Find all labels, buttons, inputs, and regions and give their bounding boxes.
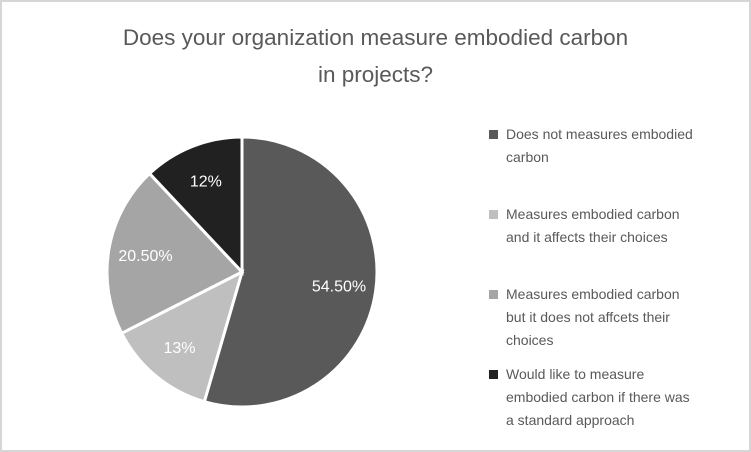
legend-item-measures-affects[interactable]: Measures embodied carbon and it affects … xyxy=(489,203,743,249)
pie-data-label-0: 54.50% xyxy=(312,278,366,295)
pie-slice-1[interactable] xyxy=(119,269,245,404)
chart-title: Does your organization measure embodied … xyxy=(2,19,749,93)
legend-item-label: Measures embodied carbon and it affects … xyxy=(506,206,680,245)
legend-item-label: Measures embodied carbon but it does not… xyxy=(506,286,680,348)
legend-item-measures-not-affects[interactable]: Measures embodied carbon but it does not… xyxy=(489,283,743,352)
legend-item-would-like-to-measure[interactable]: Would like to measure embodied carbon if… xyxy=(489,363,743,432)
legend-swatch-icon xyxy=(489,290,498,299)
pie-data-label-2: 20.50% xyxy=(118,248,172,265)
pie-slice-0[interactable] xyxy=(202,135,379,409)
legend-swatch-icon xyxy=(489,210,498,219)
legend-item-label: Would like to measure embodied carbon if… xyxy=(506,366,690,428)
pie-slice-2[interactable] xyxy=(105,171,245,336)
legend: Does not measures embodied carbon Measur… xyxy=(489,123,743,432)
chart-title-line-1: Does your organization measure embodied … xyxy=(122,25,629,50)
legend-swatch-icon xyxy=(489,370,498,379)
pie-data-label-3: 12% xyxy=(190,174,222,191)
legend-item-label: Does not measures embodied carbon xyxy=(506,126,693,165)
legend-swatch-icon xyxy=(489,130,498,139)
pie-data-label-1: 13% xyxy=(163,340,195,357)
pie-slice-3[interactable] xyxy=(147,135,244,276)
chart-title-line-2: in projects? xyxy=(317,62,434,87)
legend-item-does-not-measure[interactable]: Does not measures embodied carbon xyxy=(489,123,743,169)
